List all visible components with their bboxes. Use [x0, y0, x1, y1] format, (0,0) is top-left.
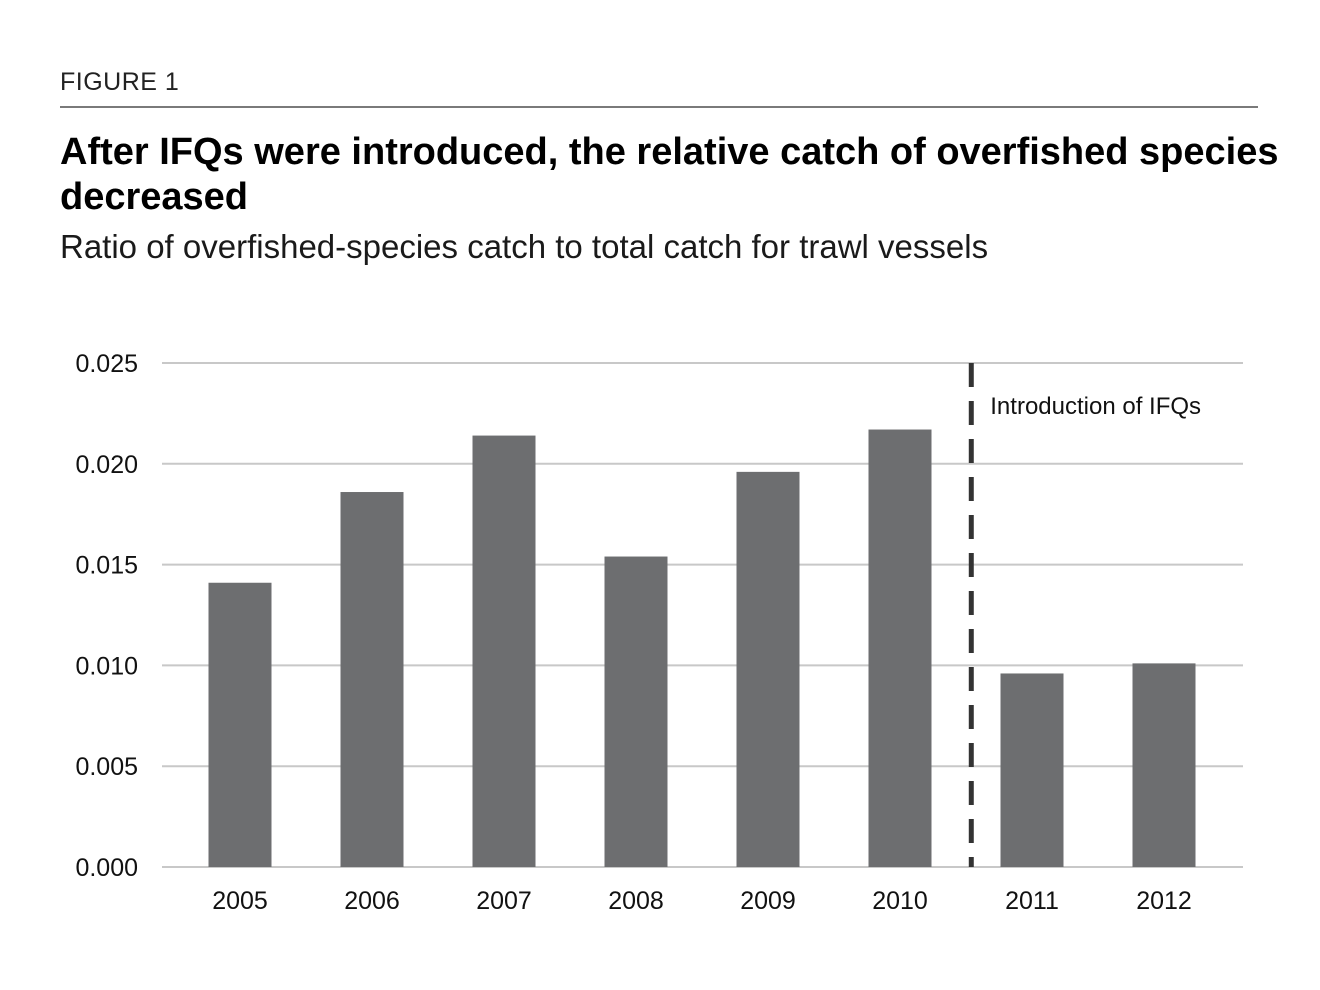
x-tick-label: 2007	[476, 887, 532, 915]
bars	[208, 429, 1196, 867]
bar-2009	[736, 471, 800, 867]
bar-2011	[1000, 673, 1064, 867]
x-tick-label: 2011	[1005, 887, 1059, 915]
x-tick-label: 2005	[212, 887, 268, 915]
chart-subtitle: Ratio of overfished-species catch to tot…	[60, 228, 989, 265]
x-tick-label: 2008	[608, 887, 664, 915]
bar-2007	[472, 435, 536, 867]
x-tick-label: 2010	[872, 887, 928, 915]
x-tick-label: 2006	[344, 887, 400, 915]
bar-2006	[340, 492, 404, 867]
x-axis-tick-labels: 2005 2006 2007 2008 2009 2010 2011 2012	[212, 887, 1192, 915]
ifq-annotation-label: Introduction of IFQs	[990, 393, 1201, 420]
chart-title: After IFQs were introduced, the relative…	[60, 131, 1279, 218]
bar-2005	[208, 582, 272, 867]
y-tick-label: 0.005	[75, 753, 138, 781]
x-tick-label: 2012	[1136, 887, 1192, 915]
gridlines	[162, 362, 1243, 868]
x-tick-label: 2009	[740, 887, 796, 915]
figure-label: FIGURE 1	[60, 68, 180, 96]
y-axis-tick-labels: 0.000 0.005 0.010 0.015 0.020 0.025	[75, 350, 138, 882]
bar-2010	[868, 429, 932, 867]
ifq-annotation: Introduction of IFQs	[968, 363, 1201, 867]
bar-2012	[1132, 663, 1196, 867]
y-tick-label: 0.020	[75, 451, 138, 479]
y-tick-label: 0.015	[75, 552, 138, 580]
bar-2008	[604, 556, 668, 867]
header-rule	[60, 106, 1258, 108]
y-tick-label: 0.000	[75, 854, 138, 882]
y-tick-label: 0.025	[75, 350, 138, 378]
y-tick-label: 0.010	[75, 652, 138, 680]
